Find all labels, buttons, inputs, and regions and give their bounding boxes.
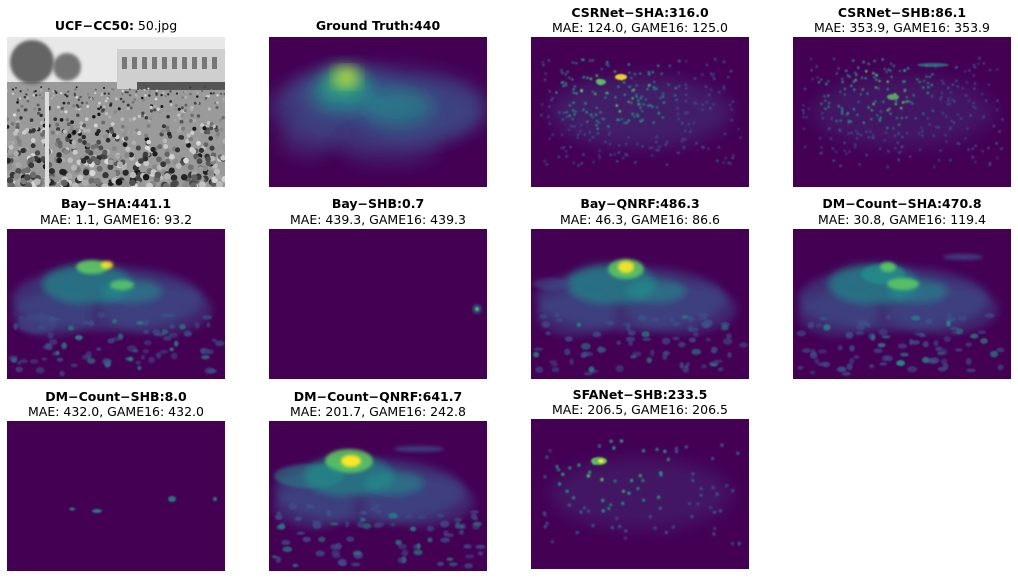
panel-title: UCF−CC50: 50.jpg bbox=[0, 18, 255, 33]
panel-metrics: MAE: 124.0, GAME16: 125.0 bbox=[552, 20, 728, 35]
panel-title: Ground Truth:440 bbox=[239, 18, 517, 33]
density-map bbox=[7, 229, 225, 379]
panel-title: DM−Count−QNRF:641.7 bbox=[239, 389, 517, 404]
panel-title-bold: CSRNet−SHB:86.1 bbox=[837, 5, 967, 20]
panel-title: DM−Count−SHB:8.0 bbox=[0, 389, 255, 404]
density-map bbox=[531, 37, 749, 187]
panel-metrics: MAE: 46.3, GAME16: 86.6 bbox=[559, 212, 721, 227]
density-map bbox=[531, 419, 749, 569]
panel-title: CSRNet−SHB:86.1 bbox=[763, 5, 1018, 20]
panel-title-bold: CSRNet−SHA:316.0 bbox=[571, 5, 709, 20]
density-map bbox=[793, 229, 1011, 379]
panel-title-bold: UCF−CC50: bbox=[54, 18, 134, 33]
panel-title-bold: DM−Count−QNRF:641.7 bbox=[293, 389, 463, 404]
panel-title-bold: Bay−SHB:0.7 bbox=[331, 196, 425, 211]
density-map bbox=[269, 37, 487, 187]
panel-title-bold: DM−Count−SHA:470.8 bbox=[822, 196, 982, 211]
panel-title-bold: Ground Truth:440 bbox=[315, 18, 441, 33]
panel-title-bold: Bay−SHA:441.1 bbox=[60, 196, 172, 211]
panel-title-bold: SFANet−SHB:233.5 bbox=[572, 387, 708, 402]
density-map bbox=[7, 421, 225, 571]
panel-metrics: MAE: 206.5, GAME16: 206.5 bbox=[552, 402, 728, 417]
panel-metrics: MAE: 432.0, GAME16: 432.0 bbox=[28, 404, 204, 419]
panel-metrics: MAE: 201.7, GAME16: 242.8 bbox=[290, 404, 466, 419]
density-map bbox=[269, 421, 487, 571]
panel-title: SFANet−SHB:233.5 bbox=[501, 387, 779, 402]
panel-title: Bay−SHB:0.7 bbox=[239, 196, 517, 211]
panel-title-normal: 50.jpg bbox=[133, 18, 178, 33]
crowd-photo bbox=[7, 37, 225, 187]
panel-metrics: MAE: 1.1, GAME16: 93.2 bbox=[39, 212, 193, 227]
density-map bbox=[269, 229, 487, 379]
panel-metrics: MAE: 353.9, GAME16: 353.9 bbox=[814, 20, 990, 35]
panel-title-bold: Bay−QNRF:486.3 bbox=[580, 196, 700, 211]
panel-title-bold: DM−Count−SHB:8.0 bbox=[45, 389, 187, 404]
density-map bbox=[793, 37, 1011, 187]
panel-title: DM−Count−SHA:470.8 bbox=[763, 196, 1018, 211]
panel-title: Bay−QNRF:486.3 bbox=[501, 196, 779, 211]
panel-metrics: MAE: 439.3, GAME16: 439.3 bbox=[290, 212, 466, 227]
density-map bbox=[531, 229, 749, 379]
panel-title: Bay−SHA:441.1 bbox=[0, 196, 255, 211]
panel-title: CSRNet−SHA:316.0 bbox=[501, 5, 779, 20]
panel-metrics: MAE: 30.8, GAME16: 119.4 bbox=[818, 212, 986, 227]
